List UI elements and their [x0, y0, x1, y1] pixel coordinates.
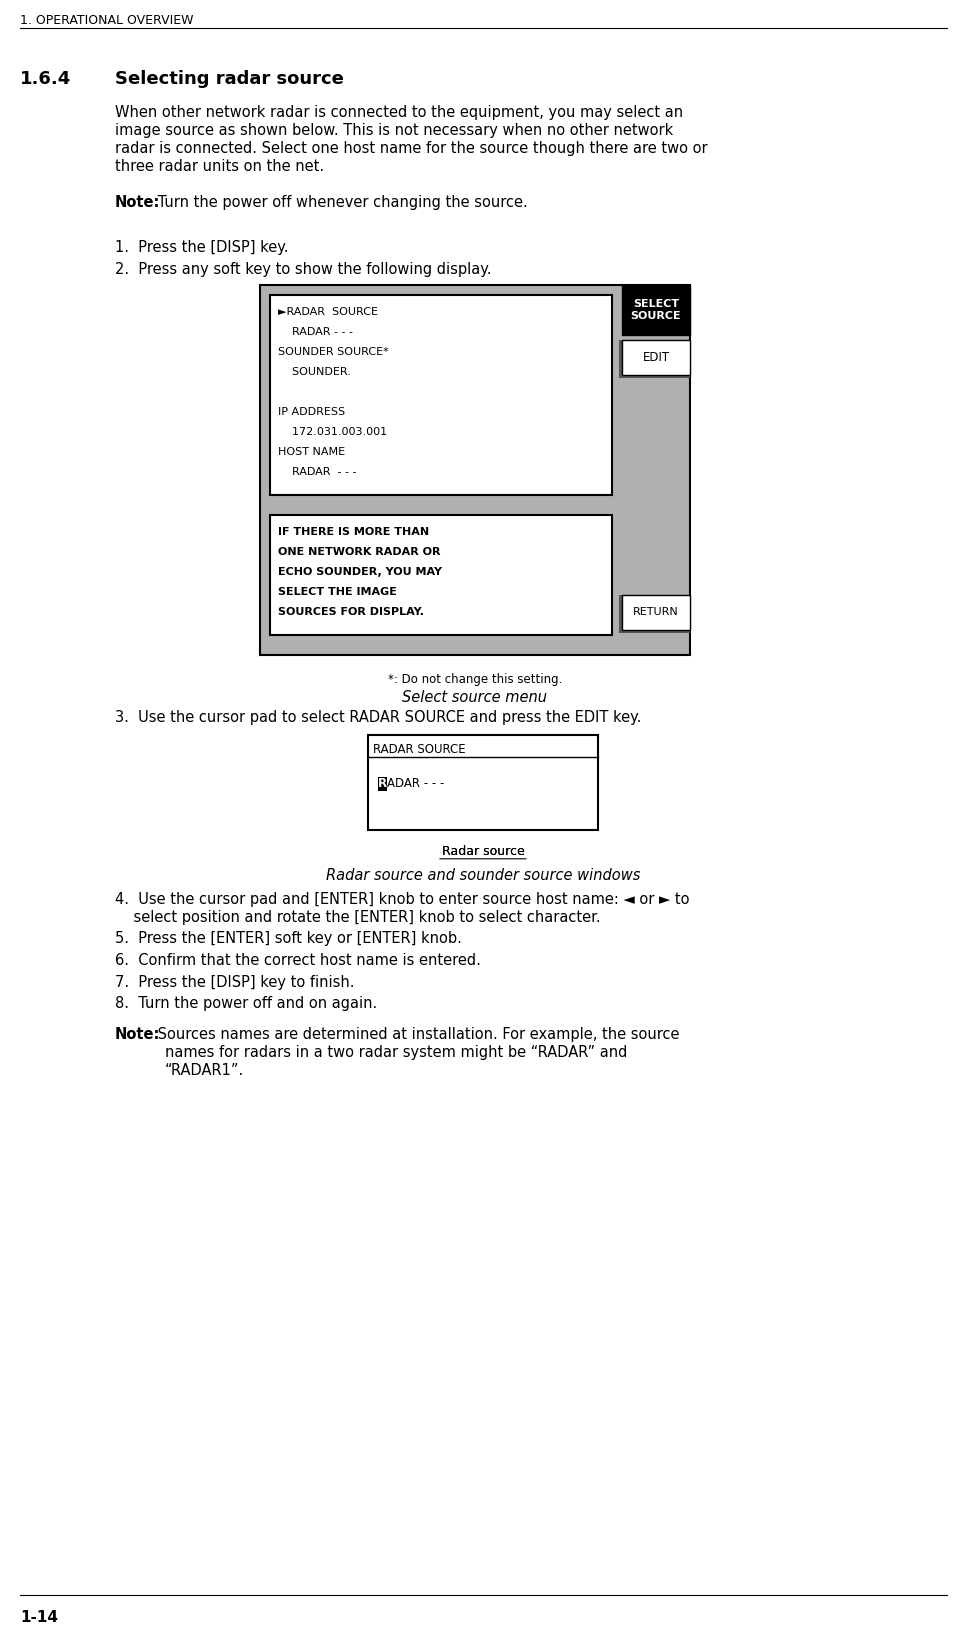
Text: ►RADAR  SOURCE: ►RADAR SOURCE: [278, 306, 378, 318]
Text: *: Do not change this setting.: *: Do not change this setting.: [388, 673, 562, 686]
Text: 6.  Confirm that the correct host name is entered.: 6. Confirm that the correct host name is…: [115, 953, 481, 968]
Text: R: R: [378, 777, 387, 790]
Text: “RADAR1”.: “RADAR1”.: [165, 1062, 245, 1078]
Text: 7.  Press the [DISP] key to finish.: 7. Press the [DISP] key to finish.: [115, 974, 355, 989]
Text: IF THERE IS MORE THAN: IF THERE IS MORE THAN: [278, 526, 429, 538]
Text: ECHO SOUNDER, YOU MAY: ECHO SOUNDER, YOU MAY: [278, 567, 442, 577]
Bar: [260, 285, 690, 655]
Text: three radar units on the net.: three radar units on the net.: [115, 160, 324, 174]
Text: 2.  Press any soft key to show the following display.: 2. Press any soft key to show the follow…: [115, 262, 491, 277]
Bar: [622, 595, 690, 630]
Text: Radar source: Radar source: [442, 845, 524, 858]
Text: SOURCES FOR DISPLAY.: SOURCES FOR DISPLAY.: [278, 608, 424, 617]
Text: 1.6.4: 1.6.4: [20, 70, 72, 88]
Text: 4.  Use the cursor pad and [ENTER] knob to enter source host name: ◄ or ► to: 4. Use the cursor pad and [ENTER] knob t…: [115, 891, 689, 907]
Text: select position and rotate the [ENTER] knob to select character.: select position and rotate the [ENTER] k…: [115, 909, 601, 925]
Text: Select source menu: Select source menu: [402, 689, 547, 705]
Bar: [270, 295, 612, 495]
Text: 1. OPERATIONAL OVERVIEW: 1. OPERATIONAL OVERVIEW: [20, 15, 193, 28]
Text: SOUNDER.: SOUNDER.: [278, 367, 351, 376]
Text: Note:: Note:: [115, 1026, 161, 1043]
Bar: [622, 285, 690, 336]
Text: 1-14: 1-14: [20, 1609, 58, 1624]
Text: names for radars in a two radar system might be “RADAR” and: names for radars in a two radar system m…: [165, 1044, 628, 1060]
Text: 1.  Press the [DISP] key.: 1. Press the [DISP] key.: [115, 239, 288, 256]
Text: Turn the power off whenever changing the source.: Turn the power off whenever changing the…: [153, 195, 528, 210]
Text: Note:: Note:: [115, 195, 161, 210]
Text: RADAR  - - -: RADAR - - -: [278, 468, 357, 477]
Text: radar is connected. Select one host name for the source though there are two or: radar is connected. Select one host name…: [115, 142, 708, 156]
Text: 172.031.003.001: 172.031.003.001: [278, 427, 387, 437]
Text: Sources names are determined at installation. For example, the source: Sources names are determined at installa…: [153, 1026, 680, 1043]
Text: SELECT
SOURCE: SELECT SOURCE: [630, 300, 682, 321]
Text: SELECT THE IMAGE: SELECT THE IMAGE: [278, 586, 396, 596]
Text: Radar source and sounder source windows: Radar source and sounder source windows: [326, 868, 640, 883]
Text: Radar source: Radar source: [442, 845, 524, 858]
Text: EDIT: EDIT: [642, 350, 669, 363]
Text: RADAR SOURCE: RADAR SOURCE: [373, 743, 466, 756]
Text: RADAR - - -: RADAR - - -: [278, 327, 353, 337]
Text: image source as shown below. This is not necessary when no other network: image source as shown below. This is not…: [115, 122, 673, 138]
Text: ADAR - - -: ADAR - - -: [387, 777, 445, 790]
Bar: [619, 595, 690, 632]
Bar: [368, 735, 598, 829]
Text: HOST NAME: HOST NAME: [278, 446, 345, 456]
Text: When other network radar is connected to the equipment, you may select an: When other network radar is connected to…: [115, 104, 683, 121]
Bar: [270, 515, 612, 635]
Text: IP ADDRESS: IP ADDRESS: [278, 407, 345, 417]
Text: 5.  Press the [ENTER] soft key or [ENTER] knob.: 5. Press the [ENTER] soft key or [ENTER]…: [115, 932, 462, 946]
Text: Selecting radar source: Selecting radar source: [115, 70, 344, 88]
Text: 8.  Turn the power off and on again.: 8. Turn the power off and on again.: [115, 997, 377, 1012]
Text: 3.  Use the cursor pad to select RADAR SOURCE and press the EDIT key.: 3. Use the cursor pad to select RADAR SO…: [115, 710, 641, 725]
Bar: [619, 340, 690, 378]
Text: ONE NETWORK RADAR OR: ONE NETWORK RADAR OR: [278, 547, 441, 557]
Bar: [378, 777, 387, 790]
Text: SOUNDER SOURCE*: SOUNDER SOURCE*: [278, 347, 389, 357]
Text: RETURN: RETURN: [633, 608, 679, 617]
Bar: [622, 340, 690, 375]
